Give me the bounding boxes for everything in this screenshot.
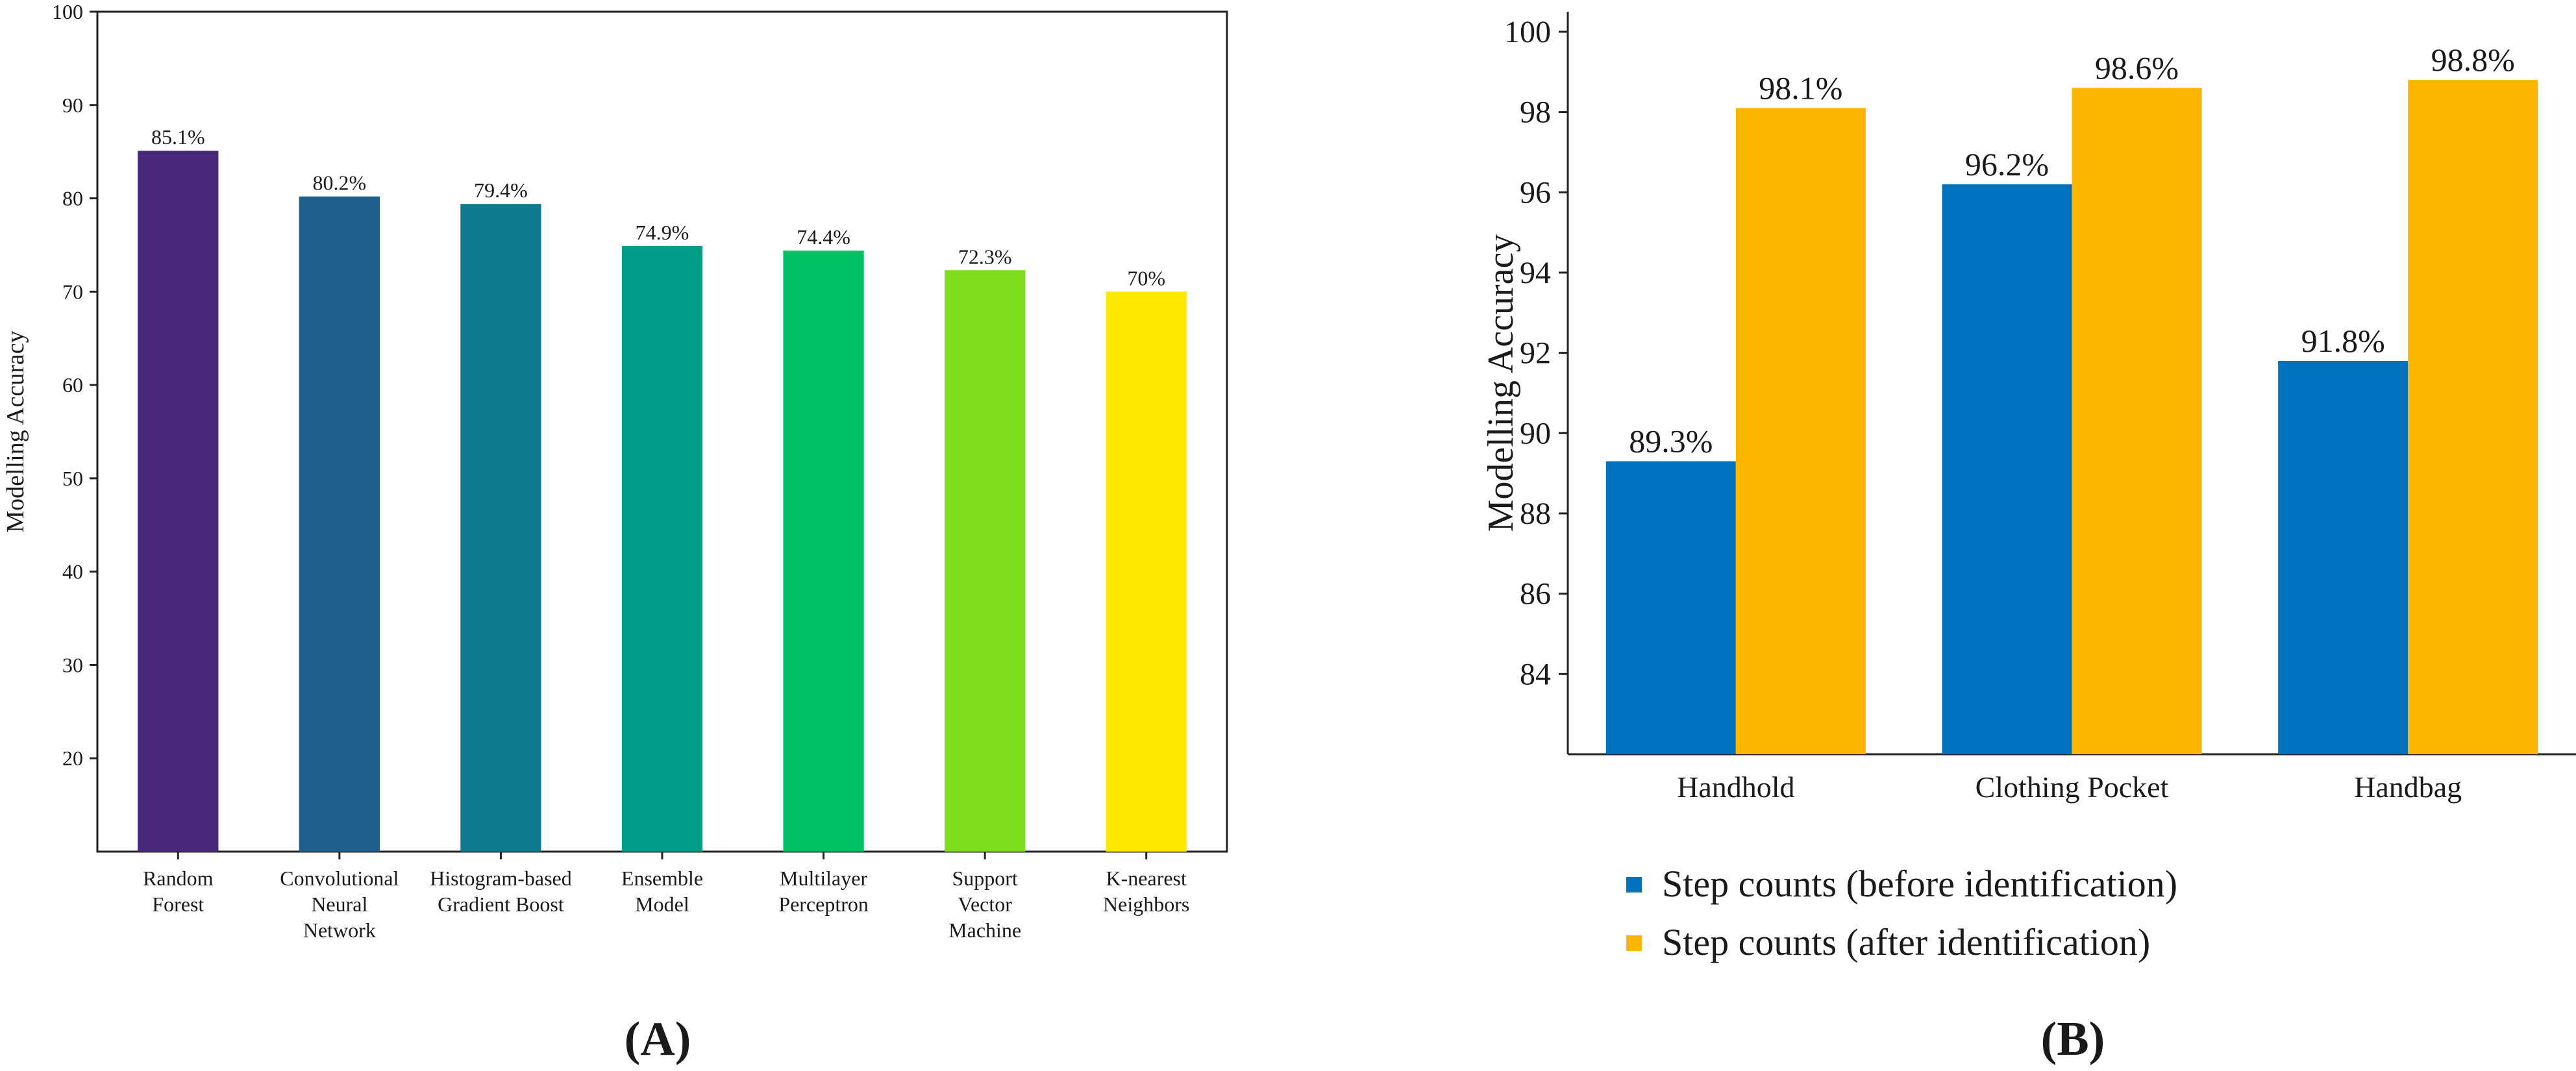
chart-a-x-tick-label: Support <box>952 867 1017 890</box>
chart-b-legend-label: Step counts (before identification) <box>1662 863 2177 905</box>
chart-a-y-tick-label: 60 <box>62 373 83 397</box>
chart-a-y-tick-label: 30 <box>62 653 83 676</box>
chart-b-x-tick-label: Handbag <box>2354 770 2462 804</box>
chart-a-data-label: 74.9% <box>636 221 689 244</box>
chart-a-x-tick-label: Vector <box>958 892 1012 916</box>
chart-a-y-tick-label: 50 <box>62 467 83 490</box>
chart-a-x-tick-label: Convolutional <box>280 867 399 890</box>
chart-a-y-axis-label: Modelling Accuracy <box>2 330 29 532</box>
chart-a-panel-label: (A) <box>625 1013 691 1066</box>
chart-a-bar <box>621 245 703 852</box>
chart-a-y-tick-label: 100 <box>52 0 83 23</box>
chart-a-data-label: 70% <box>1127 266 1165 289</box>
chart-b-x-tick-label: Handhold <box>1677 770 1794 804</box>
chart-a-x-tick-label: Forest <box>152 892 204 916</box>
chart-a-data-label: 80.2% <box>313 171 367 195</box>
chart-a-x-tick-label: Gradient Boost <box>438 892 564 916</box>
chart-a-x-tick-label: Neural <box>311 892 367 916</box>
chart-a-y-tick-label: 90 <box>62 93 83 117</box>
chart-b-y-axis-label: Modelling Accuracy <box>1481 234 1521 532</box>
chart-a-x-tick-label: K-nearest <box>1106 867 1187 890</box>
chart-b-data-label: 89.3% <box>1629 423 1713 460</box>
chart-a: 20 30 40 50 60 70 80 90 100 Modelling Accuracy 85.… <box>2 0 1228 1066</box>
chart-b-bar <box>2278 360 2409 754</box>
chart-b-data-label: 96.2% <box>1965 146 2049 182</box>
chart-b-data-label: 98.1% <box>1759 69 1842 106</box>
chart-b-data-label: 98.6% <box>2095 49 2179 86</box>
chart-b-legend-label: Step counts (after identification) <box>1662 921 2150 963</box>
chart-b-data-label: 91.8% <box>2301 323 2385 359</box>
chart-b-y-tick-label: 94 <box>1520 256 1551 290</box>
chart-a-bar <box>460 204 541 852</box>
chart-b-y-tick-label: 86 <box>1520 577 1551 611</box>
chart-b-bar <box>2072 88 2202 754</box>
chart-a-x-tick-label: Neighbors <box>1103 892 1189 916</box>
chart-a-y-tick-label: 40 <box>62 560 83 584</box>
chart-b-bar <box>1735 108 1866 754</box>
chart-a-bar <box>783 251 864 852</box>
chart-a-y-tick-label: 20 <box>62 746 83 770</box>
chart-a-x-tick-label: Network <box>303 918 376 942</box>
chart-a-bar <box>945 270 1026 852</box>
chart-b-y-tick-label: 96 <box>1520 175 1551 210</box>
chart-b-y-tick-label: 84 <box>1520 657 1551 691</box>
chart-a-x-tick-label: Ensemble <box>621 867 703 890</box>
chart-a-x-tick-label: Random <box>143 867 214 890</box>
chart-b-y-tick-label: 100 <box>1504 15 1551 49</box>
chart-b-legend-swatch <box>1626 935 1642 951</box>
chart-b-bar <box>2408 80 2538 755</box>
chart-a-data-label: 85.1% <box>151 125 205 149</box>
chart-a-bar <box>138 151 219 852</box>
chart-b-bar <box>1605 461 1736 754</box>
chart-a-data-label: 72.3% <box>958 245 1012 268</box>
chart-a-x-tick-label: Histogram-based <box>430 867 572 890</box>
chart-a-x-tick-label: Perceptron <box>778 892 869 916</box>
chart-a-data-label: 74.4% <box>797 225 850 249</box>
chart-b-bar <box>1942 184 2072 754</box>
chart-a-bar <box>1106 291 1187 852</box>
chart-a-x-tick-label: Machine <box>948 918 1021 942</box>
chart-b-y-tick-label: 88 <box>1520 497 1551 531</box>
chart-b-legend-swatch <box>1626 877 1642 892</box>
chart-b-data-label: 98.8% <box>2431 42 2515 78</box>
chart-b-y-tick-label: 90 <box>1520 416 1551 450</box>
chart-a-y-tick-label: 70 <box>62 280 83 303</box>
chart-a-data-label: 79.4% <box>474 178 528 202</box>
chart-b-y-tick-label: 92 <box>1520 336 1551 371</box>
chart-a-x-tick-label: Model <box>635 892 689 916</box>
chart-b-y-tick-label: 98 <box>1520 95 1551 130</box>
chart-b: 84 86 88 90 92 94 96 98 100 Modelling Accuracy 89.… <box>1481 12 2576 1066</box>
chart-b-x-tick-label: Clothing Pocket <box>1975 770 2169 804</box>
chart-b-panel-label: (B) <box>2041 1013 2105 1066</box>
chart-a-bar <box>299 196 380 852</box>
chart-a-y-tick-label: 80 <box>62 187 83 210</box>
chart-a-x-tick-label: Multilayer <box>780 867 867 890</box>
